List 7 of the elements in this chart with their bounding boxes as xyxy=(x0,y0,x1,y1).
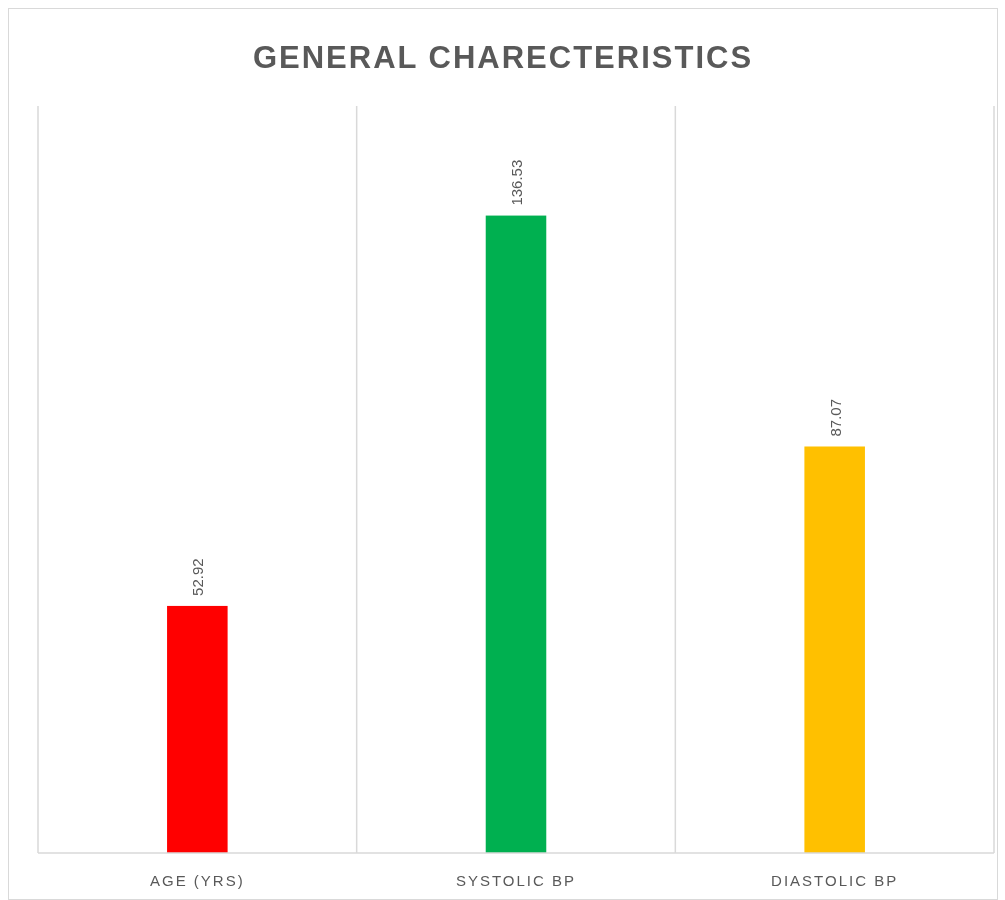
data-label: 52.92 xyxy=(189,558,207,596)
x-tick-label: SYSTOLIC BP xyxy=(455,872,577,889)
x-tick-label: AGE (YRS) xyxy=(149,872,245,889)
x-tick-label: DIASTOLIC BP xyxy=(771,872,899,889)
chart-title: GENERAL CHARECTERISTICS xyxy=(252,40,754,75)
data-label: 87.07 xyxy=(826,398,844,437)
data-label: 136.53 xyxy=(508,159,525,206)
